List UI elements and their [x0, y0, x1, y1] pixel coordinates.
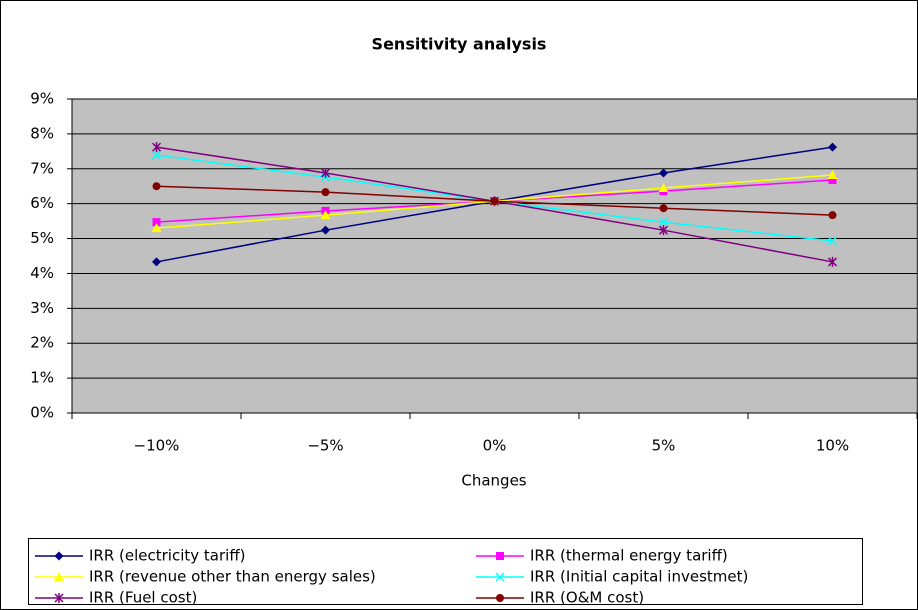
x-tick-label: 5% — [652, 437, 676, 455]
marker — [321, 225, 330, 235]
marker — [828, 142, 837, 152]
marker — [54, 593, 64, 603]
legend-label: IRR (revenue other than energy sales) — [89, 568, 376, 586]
y-tick-label: 5% — [30, 229, 54, 247]
legend-label: IRR (electricity tariff) — [89, 547, 246, 565]
marker — [659, 204, 668, 213]
marker — [827, 256, 838, 267]
marker — [320, 167, 331, 178]
marker — [827, 236, 838, 246]
marker — [496, 552, 504, 560]
y-tick-label: 6% — [30, 194, 54, 212]
plot-area — [71, 98, 918, 414]
marker — [152, 218, 161, 227]
marker — [658, 225, 669, 236]
marker — [496, 594, 504, 602]
x-axis-title: Changes — [461, 472, 526, 490]
x-tick-label: −10% — [134, 437, 180, 455]
marker — [151, 223, 162, 233]
y-tick-label: 7% — [30, 159, 54, 177]
y-tick-label: 8% — [30, 124, 54, 142]
marker — [658, 182, 669, 192]
y-tick-label: 3% — [30, 299, 54, 317]
marker — [828, 211, 837, 220]
y-tick-label: 2% — [30, 334, 54, 352]
marker — [54, 572, 64, 581]
y-tick-label: 9% — [30, 90, 54, 108]
marker — [54, 551, 64, 561]
chart-title: Sensitivity analysis — [372, 35, 547, 54]
marker — [152, 257, 161, 267]
marker — [152, 182, 161, 191]
legend-box — [28, 538, 863, 605]
marker — [320, 210, 331, 220]
marker — [151, 150, 162, 160]
x-tick-label: 10% — [816, 437, 849, 455]
legend-label: IRR (Initial capital investmet) — [530, 568, 748, 586]
marker — [827, 170, 838, 180]
x-tick-label: 0% — [483, 437, 507, 455]
marker — [490, 197, 499, 206]
y-tick-label: 1% — [30, 369, 54, 387]
x-tick-label: −5% — [307, 437, 343, 455]
legend-label: IRR (O&M cost) — [530, 589, 644, 607]
marker — [495, 572, 505, 582]
marker — [658, 217, 669, 227]
marker — [151, 142, 162, 153]
marker — [321, 188, 330, 197]
marker — [659, 168, 668, 178]
legend-label: IRR (Fuel cost) — [89, 589, 197, 607]
y-tick-label: 0% — [30, 404, 54, 422]
y-tick-label: 4% — [30, 264, 54, 282]
marker — [828, 175, 837, 184]
legend-label: IRR (thermal energy tariff) — [530, 547, 728, 565]
